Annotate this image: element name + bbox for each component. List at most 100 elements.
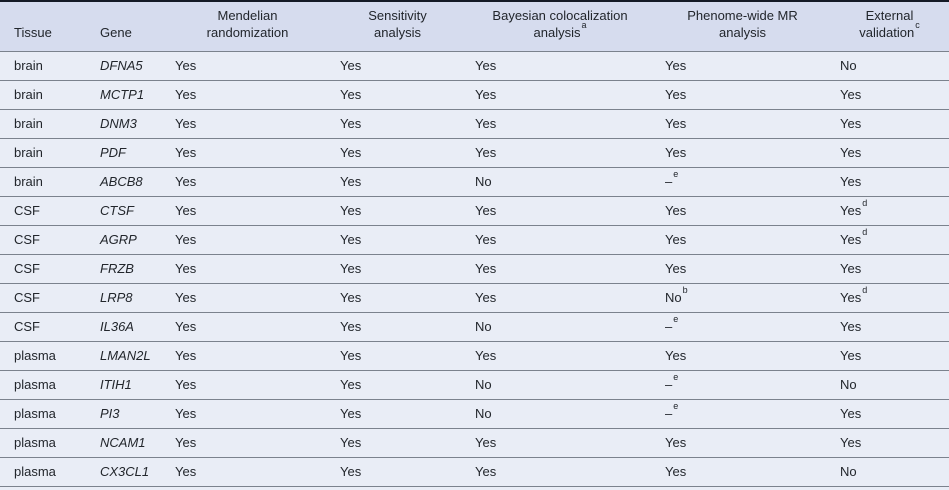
value-cell: Yes xyxy=(655,137,830,168)
tissue-cell: plasma xyxy=(0,340,86,371)
cell-text: Yes xyxy=(340,319,362,335)
cell-text: Yes xyxy=(665,145,687,161)
table-row: plasma LMAN2L Yes Yes Yes Yes Yes xyxy=(0,340,949,371)
tissue-cell: brain xyxy=(0,108,86,139)
cell-text: Yes xyxy=(340,290,362,306)
value-cell: No xyxy=(465,369,655,400)
cell-text: CSF xyxy=(14,203,40,219)
value-cell: Yes xyxy=(330,485,465,490)
value-cell: Yes xyxy=(465,195,655,226)
cell-text: Yes xyxy=(175,232,197,248)
value-cell: Yes xyxy=(165,195,330,226)
value-cell: Yes xyxy=(165,311,330,342)
value-cell: Yes xyxy=(655,340,830,371)
cell-text: Yes xyxy=(175,319,197,335)
value-cell: Yes xyxy=(330,79,465,110)
value-cell: Yes xyxy=(330,166,465,197)
value-cell: Yesd xyxy=(830,195,949,226)
value-cell: Yes xyxy=(330,369,465,400)
value-cell: Yes xyxy=(830,79,949,110)
value-cell: No xyxy=(465,166,655,197)
value-cell: Yes xyxy=(465,108,655,139)
table-row: brain DNM3 Yes Yes Yes Yes Yes xyxy=(0,108,949,139)
table-row: CSF IL36A Yes Yes No –e Yes xyxy=(0,311,949,342)
value-cell: Yesd xyxy=(830,282,949,313)
value-cell: Yes xyxy=(330,253,465,284)
value-cell: Yes xyxy=(330,224,465,255)
column-header: External validationc xyxy=(830,1,949,52)
gene-cell: CX3CL1 xyxy=(86,456,165,487)
tissue-cell: CSF xyxy=(0,311,86,342)
value-cell: Yes xyxy=(465,137,655,168)
cell-text: brain xyxy=(14,58,43,74)
value-cell: Yes xyxy=(655,485,830,490)
cell-text: PDF xyxy=(100,145,126,161)
table-body: brain DFNA5 Yes Yes Yes Yes No brain MCTP1 Yes Yes… xyxy=(0,50,949,490)
value-cell: Yes xyxy=(655,456,830,487)
cell-text: Yes xyxy=(840,406,862,422)
value-cell: No xyxy=(830,369,949,400)
table-row: brain ABCB8 Yes Yes No –e Yes xyxy=(0,166,949,197)
cell-text: Yes xyxy=(475,290,497,306)
gene-cell: FRZB xyxy=(86,253,165,284)
gene-cell: MCTP1 xyxy=(86,79,165,110)
gene-cell: PI3 xyxy=(86,398,165,429)
cell-text: CSF xyxy=(14,290,40,306)
cell-text: Yes xyxy=(175,435,197,451)
cell-text: Yes xyxy=(665,116,687,132)
value-cell: –e xyxy=(655,398,830,429)
cell-text: No xyxy=(665,290,682,306)
value-cell: Yes xyxy=(330,398,465,429)
value-cell: Yes xyxy=(830,253,949,284)
cell-text: Yes xyxy=(340,145,362,161)
cell-text: brain xyxy=(14,87,43,103)
table-row: plasmaTIMP4YesYesYesYesYes xyxy=(0,485,949,490)
value-cell: Yes xyxy=(465,282,655,313)
value-cell: Yes xyxy=(165,253,330,284)
cell-text: Yes xyxy=(175,348,197,364)
tissue-cell: plasma xyxy=(0,456,86,487)
cell-text: Yes xyxy=(840,116,862,132)
cell-text: No xyxy=(840,58,857,74)
footnote-marker: a xyxy=(581,19,587,30)
cell-text: Yes xyxy=(475,145,497,161)
value-cell: Yes xyxy=(655,427,830,458)
gene-cell: LMAN2L xyxy=(86,340,165,371)
column-header: Phenome-wide MR analysis xyxy=(655,1,830,52)
value-cell: No xyxy=(465,311,655,342)
cell-text: Yes xyxy=(840,290,862,306)
value-cell: Yesd xyxy=(830,224,949,255)
value-cell: Yes xyxy=(830,311,949,342)
cell-text: Yes xyxy=(340,406,362,422)
cell-text: Yes xyxy=(475,58,497,74)
value-cell: –e xyxy=(655,166,830,197)
cell-text: LMAN2L xyxy=(100,348,151,364)
footnote-marker: e xyxy=(673,168,679,179)
cell-text: No xyxy=(475,377,492,393)
cell-text: CTSF xyxy=(100,203,134,219)
table-row: CSF LRP8 Yes Yes Yes Nob Yesd xyxy=(0,282,949,313)
cell-text: Yes xyxy=(340,232,362,248)
cell-text: ABCB8 xyxy=(100,174,143,190)
cell-text: CSF xyxy=(14,319,40,335)
column-header-label: Tissue xyxy=(14,24,52,40)
tissue-cell: brain xyxy=(0,137,86,168)
cell-text: Yes xyxy=(665,435,687,451)
cell-text: Yes xyxy=(475,261,497,277)
column-header-label: Gene xyxy=(100,24,132,40)
cell-text: Yes xyxy=(840,174,862,190)
cell-text: Yes xyxy=(340,348,362,364)
cell-text: Yes xyxy=(840,232,862,248)
cell-text: plasma xyxy=(14,435,56,451)
footnote-marker: e xyxy=(673,400,679,411)
cell-text: Yes xyxy=(840,145,862,161)
table-row: plasma PI3 Yes Yes No –e Yes xyxy=(0,398,949,429)
cell-text: Yes xyxy=(175,116,197,132)
cell-text: Yes xyxy=(475,435,497,451)
cell-text: plasma xyxy=(14,377,56,393)
gene-cell: DNM3 xyxy=(86,108,165,139)
value-cell: Yes xyxy=(165,137,330,168)
cell-text: LRP8 xyxy=(100,290,133,306)
value-cell: Yes xyxy=(830,427,949,458)
cell-text: DNM3 xyxy=(100,116,137,132)
